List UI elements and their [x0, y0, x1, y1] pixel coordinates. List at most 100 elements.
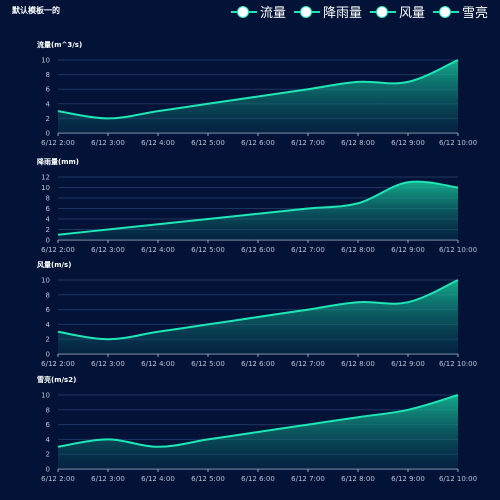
data-point [206, 322, 210, 326]
data-point [106, 116, 110, 120]
data-point [56, 109, 60, 113]
data-point [156, 109, 160, 113]
y-tick-label: 2 [46, 115, 50, 123]
y-tick-label: 8 [46, 291, 50, 299]
page-title: 默认模板一的 [12, 6, 60, 15]
legend-marker-icon [230, 5, 257, 19]
x-tick-label: 6/12 7:00 [291, 360, 325, 368]
x-tick-label: 6/12 6:00 [241, 360, 275, 368]
data-point [206, 437, 210, 441]
x-tick-label: 6/12 6:00 [241, 139, 275, 147]
y-axis-label: 流量(m^3/s) [37, 40, 82, 49]
x-tick-label: 6/12 3:00 [91, 360, 125, 368]
y-tick-label: 8 [46, 406, 50, 414]
series-area [58, 181, 458, 240]
data-point [256, 315, 260, 319]
y-tick-label: 6 [46, 86, 51, 94]
y-tick-label: 0 [46, 351, 50, 359]
legend-item-wind[interactable]: 风量 [369, 2, 425, 21]
y-tick-label: 12 [41, 174, 50, 182]
legend-item-flow[interactable]: 流量 [230, 2, 286, 21]
data-point [106, 228, 110, 232]
data-point [106, 337, 110, 341]
legend: 流量 降雨量 风量 雪亮 [223, 2, 488, 21]
x-tick-label: 6/12 9:00 [391, 246, 425, 254]
x-tick-label: 6/12 3:00 [91, 246, 125, 254]
y-tick-label: 8 [46, 71, 50, 79]
data-point [156, 445, 160, 449]
x-tick-label: 6/12 8:00 [341, 475, 375, 483]
series-line [57, 394, 459, 448]
x-tick-label: 6/12 8:00 [341, 139, 375, 147]
y-tick-label: 10 [41, 277, 50, 285]
legend-marker-icon [432, 5, 459, 19]
chart-panel-4: 雪亮(m/s2) 0 2 4 6 8 10 6/12 2:00 6/12 3:00 6/12 4:… [37, 375, 477, 483]
x-tick-label: 6/12 7:00 [291, 246, 325, 254]
x-tick-label: 6/12 6:00 [241, 246, 275, 254]
x-tick-label: 6/12 5:00 [191, 475, 225, 483]
y-tick-label: 0 [46, 466, 50, 474]
data-point [406, 408, 410, 412]
y-tick-label: 8 [46, 195, 50, 203]
x-tick-label: 6/12 3:00 [91, 139, 125, 147]
y-tick-label: 4 [46, 216, 51, 224]
data-point [306, 423, 310, 427]
series-line [57, 180, 459, 236]
data-point [306, 207, 310, 211]
data-point [456, 58, 460, 62]
y-tick-label: 0 [46, 130, 50, 138]
legend-marker-icon [293, 5, 320, 19]
x-tick-label: 6/12 8:00 [341, 246, 375, 254]
y-tick-label: 0 [46, 237, 50, 245]
y-tick-label: 4 [46, 436, 51, 444]
legend-label: 雪亮 [461, 6, 488, 21]
x-tick-label: 6/12 2:00 [41, 475, 75, 483]
data-point [56, 233, 60, 237]
data-point [306, 87, 310, 91]
legend-marker-icon [369, 5, 396, 19]
x-tick-label: 6/12 4:00 [141, 475, 175, 483]
data-point [156, 222, 160, 226]
x-tick-label: 6/12 9:00 [391, 139, 425, 147]
y-tick-label: 6 [46, 421, 51, 429]
y-tick-label: 6 [46, 205, 51, 213]
legend-item-rainfall[interactable]: 降雨量 [293, 2, 362, 21]
data-point [456, 393, 460, 397]
data-point [156, 330, 160, 334]
x-tick-label: 6/12 4:00 [141, 139, 175, 147]
data-point [406, 180, 410, 184]
data-point [356, 415, 360, 419]
series-line [57, 59, 459, 120]
data-point [56, 445, 60, 449]
x-tick-label: 6/12 10:00 [439, 246, 477, 254]
x-tick-label: 6/12 8:00 [341, 360, 375, 368]
data-point [106, 437, 110, 441]
chart-panel-3: 风量(m/s) 0 2 4 6 8 10 6/12 2:00 6/12 3:00 6/12 4:0… [37, 260, 477, 368]
y-axis-label: 降雨量(mm) [37, 157, 79, 166]
data-point [256, 212, 260, 216]
x-tick-label: 6/12 4:00 [141, 246, 175, 254]
x-tick-label: 6/12 10:00 [439, 475, 477, 483]
x-tick-label: 6/12 2:00 [41, 246, 75, 254]
x-tick-label: 6/12 10:00 [439, 139, 477, 147]
y-tick-label: 6 [46, 306, 51, 314]
legend-item-snow[interactable]: 雪亮 [432, 2, 488, 21]
y-tick-label: 2 [46, 451, 50, 459]
x-tick-label: 6/12 5:00 [191, 139, 225, 147]
y-tick-label: 4 [46, 321, 51, 329]
data-point [406, 80, 410, 84]
legend-label: 流量 [259, 6, 286, 21]
x-tick-label: 6/12 10:00 [439, 360, 477, 368]
x-tick-label: 6/12 9:00 [391, 360, 425, 368]
chart-panel-1: 流量(m^3/s) 0 2 4 6 8 10 6/12 2:00 6/12 3:00 6/12 4… [37, 40, 477, 147]
x-tick-label: 6/12 2:00 [41, 139, 75, 147]
data-point [356, 201, 360, 205]
data-point [56, 330, 60, 334]
y-tick-label: 2 [46, 336, 50, 344]
series-line [57, 279, 459, 341]
y-tick-label: 4 [46, 100, 51, 108]
legend-label: 降雨量 [322, 6, 362, 21]
y-tick-label: 2 [46, 226, 50, 234]
data-point [356, 300, 360, 304]
data-point [206, 102, 210, 106]
